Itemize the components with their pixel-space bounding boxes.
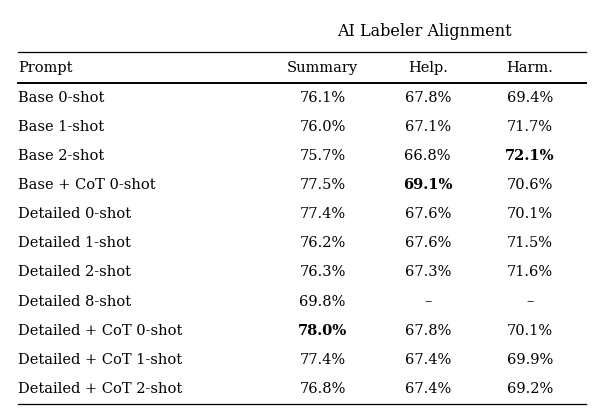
Text: 70.1%: 70.1% — [507, 207, 553, 221]
Text: –: – — [526, 295, 533, 309]
Text: 69.1%: 69.1% — [403, 178, 452, 192]
Text: 67.3%: 67.3% — [404, 265, 451, 280]
Text: 69.8%: 69.8% — [300, 295, 346, 309]
Text: Detailed 0-shot: Detailed 0-shot — [18, 207, 131, 221]
Text: 70.6%: 70.6% — [507, 178, 553, 192]
Text: 70.1%: 70.1% — [507, 324, 553, 338]
Text: 66.8%: 66.8% — [404, 149, 451, 163]
Text: 67.8%: 67.8% — [404, 91, 451, 105]
Text: Base 1-shot: Base 1-shot — [18, 120, 104, 134]
Text: 67.8%: 67.8% — [404, 324, 451, 338]
Text: 76.8%: 76.8% — [300, 382, 346, 396]
Text: 67.6%: 67.6% — [404, 236, 451, 250]
Text: 69.9%: 69.9% — [507, 353, 553, 367]
Text: 72.1%: 72.1% — [505, 149, 555, 163]
Text: 67.4%: 67.4% — [404, 382, 451, 396]
Text: Detailed 1-shot: Detailed 1-shot — [18, 236, 131, 250]
Text: 77.4%: 77.4% — [300, 353, 346, 367]
Text: 67.1%: 67.1% — [405, 120, 451, 134]
Text: Base 2-shot: Base 2-shot — [18, 149, 104, 163]
Text: 69.2%: 69.2% — [507, 382, 553, 396]
Text: 67.6%: 67.6% — [404, 207, 451, 221]
Text: 76.3%: 76.3% — [300, 265, 346, 280]
Text: Harm.: Harm. — [506, 61, 554, 74]
Text: 76.0%: 76.0% — [300, 120, 346, 134]
Text: 71.5%: 71.5% — [507, 236, 553, 250]
Text: Prompt: Prompt — [18, 61, 72, 74]
Text: 69.4%: 69.4% — [507, 91, 553, 105]
Text: Base + CoT 0-shot: Base + CoT 0-shot — [18, 178, 155, 192]
Text: 71.6%: 71.6% — [507, 265, 553, 280]
Text: Detailed + CoT 0-shot: Detailed + CoT 0-shot — [18, 324, 182, 338]
Text: 71.7%: 71.7% — [507, 120, 553, 134]
Text: 77.5%: 77.5% — [300, 178, 346, 192]
Text: 78.0%: 78.0% — [298, 324, 348, 338]
Text: 75.7%: 75.7% — [300, 149, 346, 163]
Text: 77.4%: 77.4% — [300, 207, 346, 221]
Text: AI Labeler Alignment: AI Labeler Alignment — [337, 23, 512, 40]
Text: Base 0-shot: Base 0-shot — [18, 91, 104, 105]
Text: Detailed + CoT 1-shot: Detailed + CoT 1-shot — [18, 353, 182, 367]
Text: 76.2%: 76.2% — [300, 236, 346, 250]
Text: 76.1%: 76.1% — [300, 91, 346, 105]
Text: Summary: Summary — [287, 61, 358, 74]
Text: Detailed + CoT 2-shot: Detailed + CoT 2-shot — [18, 382, 182, 396]
Text: Detailed 2-shot: Detailed 2-shot — [18, 265, 131, 280]
Text: Detailed 8-shot: Detailed 8-shot — [18, 295, 131, 309]
Text: 67.4%: 67.4% — [404, 353, 451, 367]
Text: –: – — [424, 295, 432, 309]
Text: Help.: Help. — [408, 61, 448, 74]
